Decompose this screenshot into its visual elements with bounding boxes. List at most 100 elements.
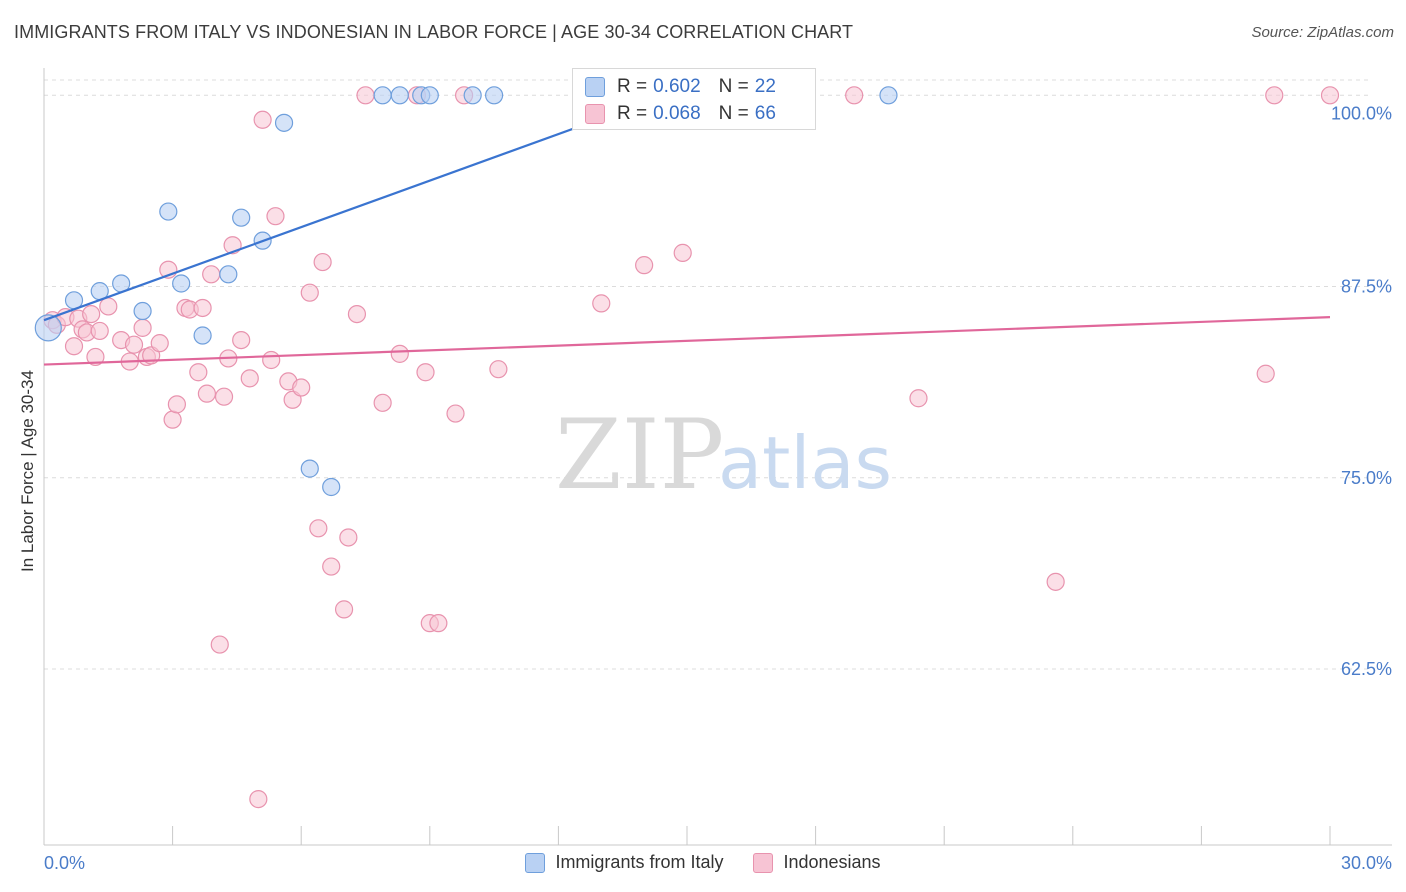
italy-point xyxy=(485,86,504,105)
indonesians-swatch xyxy=(585,104,605,124)
watermark-zip: ZIP xyxy=(555,399,724,511)
italy-point xyxy=(274,113,294,132)
indonesians-trend-line xyxy=(43,316,1331,366)
indonesians-point xyxy=(163,410,182,429)
indonesians-point xyxy=(1256,364,1275,383)
stats-row-indonesians: R = 0.068 N = 66 xyxy=(585,101,776,127)
bottom-legend: Immigrants from Italy Indonesians xyxy=(0,852,1406,873)
italy-n-value: 22 xyxy=(754,76,776,97)
y-tick-label: 75.0% xyxy=(1341,468,1392,488)
indonesians-point xyxy=(150,334,169,353)
indonesians-point xyxy=(292,378,311,397)
indonesians-point xyxy=(334,600,354,619)
x-tick-labels: 0.0% 30.0% xyxy=(44,853,1392,873)
indonesians-point xyxy=(673,243,692,262)
indonesians-r-label: R = xyxy=(617,103,648,124)
italy-point xyxy=(463,86,482,105)
indonesians-point xyxy=(167,395,186,414)
y-tick-label: 100.0% xyxy=(1331,103,1392,123)
indonesians-point xyxy=(266,207,285,226)
italy-point xyxy=(219,265,238,284)
chart-title: IMMIGRANTS FROM ITALY VS INDONESIAN IN L… xyxy=(14,22,854,42)
indonesians-point xyxy=(193,298,212,318)
gridlines xyxy=(44,79,1370,670)
stats-legend: R = 0.602 N = 22 R = 0.068 N = 66 xyxy=(572,68,816,130)
indonesians-point xyxy=(253,110,272,129)
indonesians-point xyxy=(592,294,611,313)
indonesians-point xyxy=(446,404,465,423)
italy-point xyxy=(34,314,62,342)
italy-r-label: R = xyxy=(617,76,648,97)
axes xyxy=(43,68,1392,846)
trend-lines xyxy=(43,94,1331,366)
watermark-atlas: atlas xyxy=(718,421,892,505)
indonesians-point xyxy=(322,557,341,576)
italy-r-value: 0.602 xyxy=(653,76,701,97)
indonesians-n-label: N = xyxy=(718,103,749,124)
y-tick-label: 62.5% xyxy=(1341,659,1392,679)
indonesians-point xyxy=(232,331,251,350)
watermark: ZIP atlas xyxy=(555,399,892,511)
italy-point xyxy=(172,274,191,293)
indonesians-point xyxy=(99,297,118,316)
italy-point xyxy=(420,86,439,105)
italy-point xyxy=(133,301,152,321)
legend-italy-label: Immigrants from Italy xyxy=(555,852,724,872)
indonesians-point xyxy=(909,389,928,408)
indonesians-point xyxy=(249,789,268,809)
indonesians-point xyxy=(262,350,281,370)
indonesians-point xyxy=(845,86,864,105)
indonesians-point xyxy=(240,369,259,388)
indonesians-r-value: 0.068 xyxy=(653,103,701,124)
indonesians-point xyxy=(82,304,101,324)
italy-points xyxy=(34,86,898,497)
italy-point xyxy=(390,86,409,105)
source-label: Source: ZipAtlas.com xyxy=(1251,24,1394,41)
y-axis-label: In Labor Force | Age 30-34 xyxy=(18,370,37,572)
indonesians-point xyxy=(309,519,328,538)
indonesians-point xyxy=(189,363,208,382)
indonesians-point xyxy=(214,387,234,406)
indonesians-n-value: 66 xyxy=(754,103,776,124)
indonesians-point xyxy=(339,528,358,547)
indonesians-point xyxy=(210,635,229,654)
indonesians-point xyxy=(1046,572,1065,591)
indonesians-point xyxy=(390,344,409,363)
legend-item-italy[interactable]: Immigrants from Italy xyxy=(525,852,723,873)
legend-item-indonesians[interactable]: Indonesians xyxy=(753,852,881,873)
indonesians-point xyxy=(64,337,84,356)
italy-point xyxy=(879,86,898,105)
x-tick-label-min: 0.0% xyxy=(44,853,85,873)
indonesians-point xyxy=(416,363,435,382)
indonesians-point xyxy=(373,393,392,412)
indonesians-point xyxy=(300,283,319,302)
legend-italy-swatch xyxy=(525,852,546,873)
indonesians-point xyxy=(133,318,152,337)
y-tick-label: 87.5% xyxy=(1341,277,1392,297)
y-tick-labels: 100.0% 87.5% 75.0% 62.5% xyxy=(1331,103,1392,679)
italy-trend-line xyxy=(43,94,666,322)
stats-row-italy: R = 0.602 N = 22 xyxy=(585,74,776,100)
italy-n-label: N = xyxy=(718,76,749,97)
indonesians-point xyxy=(202,265,221,284)
indonesians-point xyxy=(1265,86,1284,105)
italy-point xyxy=(373,86,392,105)
italy-point xyxy=(322,477,341,497)
italy-point xyxy=(193,326,212,345)
indonesians-point xyxy=(86,347,105,367)
indonesians-point xyxy=(197,384,216,403)
indonesians-point xyxy=(429,614,448,633)
italy-point xyxy=(159,202,178,221)
italy-point xyxy=(300,459,319,478)
legend-indonesians-label: Indonesians xyxy=(783,852,881,872)
indonesians-point xyxy=(347,304,367,324)
italy-point xyxy=(232,208,251,227)
indonesians-point xyxy=(356,86,375,105)
indonesians-point xyxy=(124,335,144,354)
indonesians-point xyxy=(90,321,109,341)
indonesians-point xyxy=(635,256,654,275)
legend-indonesians-swatch xyxy=(753,852,774,873)
italy-swatch xyxy=(585,77,605,97)
indonesians-point xyxy=(489,360,508,379)
